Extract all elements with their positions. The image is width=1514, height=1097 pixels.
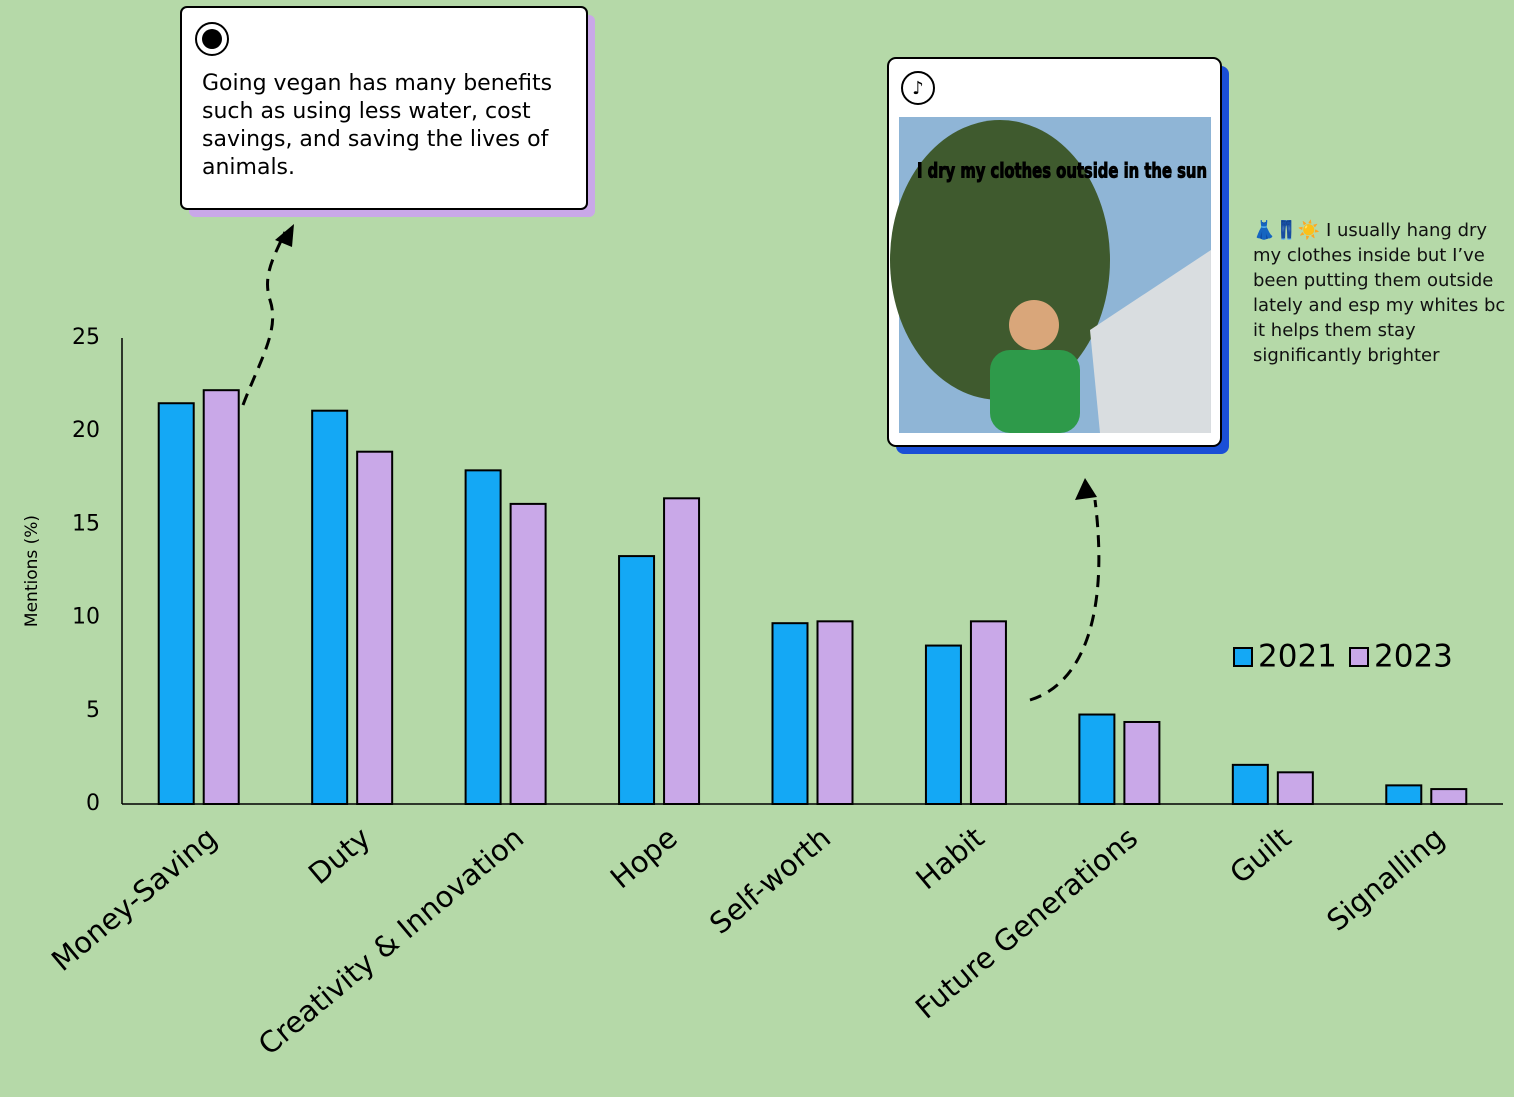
arrow — [241, 231, 287, 406]
bar — [1276, 771, 1314, 806]
x-tick-label: Duty — [302, 820, 377, 891]
bar — [771, 622, 809, 806]
house — [1090, 250, 1211, 433]
x-tick-label: Self-worth — [703, 820, 837, 940]
arrowhead — [1075, 478, 1097, 500]
legend-swatch — [1233, 647, 1253, 667]
y-tick-label: 20 — [72, 418, 100, 443]
x-tick-label: Guilt — [1223, 820, 1297, 890]
x-tick-label: Money-Saving — [45, 820, 223, 977]
tiktok-icon — [901, 71, 935, 105]
y-tick-label: 5 — [86, 698, 100, 723]
bar — [311, 409, 349, 805]
y-axis-label: Mentions (%) — [22, 515, 42, 627]
person — [990, 350, 1080, 433]
bar — [618, 555, 656, 806]
person-head — [1009, 300, 1059, 350]
x-tick-label: Signalling — [1320, 820, 1451, 937]
bar — [464, 469, 502, 805]
bar — [663, 497, 701, 805]
bar — [1430, 788, 1468, 806]
x-tick-label: Creativity & Innovation — [252, 820, 530, 1061]
pinterest-text: Going vegan has many benefits such as us… — [202, 71, 553, 180]
bar — [1078, 713, 1116, 806]
bar — [157, 402, 195, 805]
y-tick-label: 0 — [86, 791, 100, 816]
arrow — [1029, 499, 1101, 702]
y-tick-label: 15 — [72, 511, 100, 536]
legend-label: 2021 — [1258, 639, 1337, 675]
bar — [924, 644, 962, 805]
video-caption: I dry my clothes outside in the sun — [917, 159, 1207, 183]
bar — [202, 389, 240, 805]
tiktok-comment: 👗👖☀️ I usually hang dry my clothes insid… — [1253, 220, 1506, 366]
pinterest-icon-inner — [202, 29, 222, 49]
pinterest-card — [180, 6, 588, 210]
x-tick-label: Habit — [909, 820, 990, 896]
bar — [1385, 784, 1423, 805]
tiktok-glyph: ♪ — [912, 78, 924, 99]
bar — [509, 502, 547, 805]
bar — [969, 620, 1007, 805]
x-tick-label: Hope — [604, 820, 684, 895]
legend-label: 2023 — [1374, 639, 1453, 675]
bar — [1123, 720, 1161, 806]
bar — [816, 620, 854, 805]
bar — [356, 450, 394, 805]
legend-swatch — [1349, 647, 1369, 667]
arrowhead — [275, 224, 294, 247]
bar — [1231, 763, 1269, 806]
y-tick-label: 10 — [72, 605, 100, 630]
y-tick-label: 25 — [72, 325, 100, 350]
